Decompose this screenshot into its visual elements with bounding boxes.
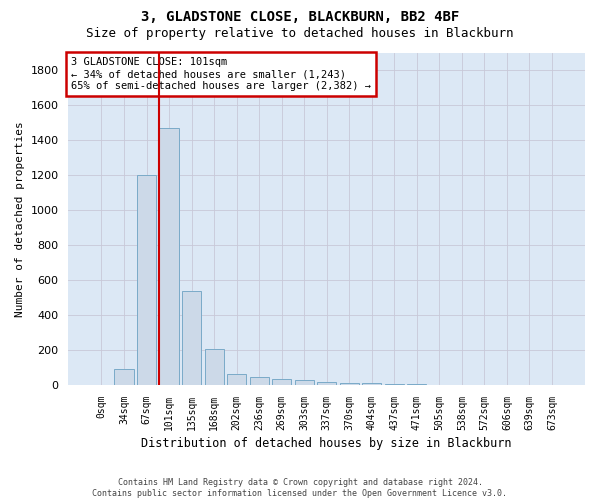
- Text: 3, GLADSTONE CLOSE, BLACKBURN, BB2 4BF: 3, GLADSTONE CLOSE, BLACKBURN, BB2 4BF: [141, 10, 459, 24]
- Bar: [407, 384, 427, 385]
- Bar: [295, 380, 314, 385]
- Bar: [205, 349, 224, 385]
- Bar: [160, 128, 179, 385]
- Bar: [227, 374, 246, 385]
- Text: Size of property relative to detached houses in Blackburn: Size of property relative to detached ho…: [86, 28, 514, 40]
- Bar: [430, 384, 449, 385]
- Bar: [362, 384, 382, 385]
- Bar: [340, 383, 359, 385]
- Bar: [182, 290, 201, 385]
- Bar: [272, 379, 291, 385]
- Text: Contains HM Land Registry data © Crown copyright and database right 2024.
Contai: Contains HM Land Registry data © Crown c…: [92, 478, 508, 498]
- Bar: [317, 382, 336, 385]
- Bar: [137, 175, 156, 385]
- Text: 3 GLADSTONE CLOSE: 101sqm
← 34% of detached houses are smaller (1,243)
65% of se: 3 GLADSTONE CLOSE: 101sqm ← 34% of detac…: [71, 58, 371, 90]
- Bar: [250, 377, 269, 385]
- Bar: [385, 384, 404, 385]
- X-axis label: Distribution of detached houses by size in Blackburn: Distribution of detached houses by size …: [142, 437, 512, 450]
- Y-axis label: Number of detached properties: Number of detached properties: [15, 121, 25, 316]
- Bar: [115, 370, 134, 385]
